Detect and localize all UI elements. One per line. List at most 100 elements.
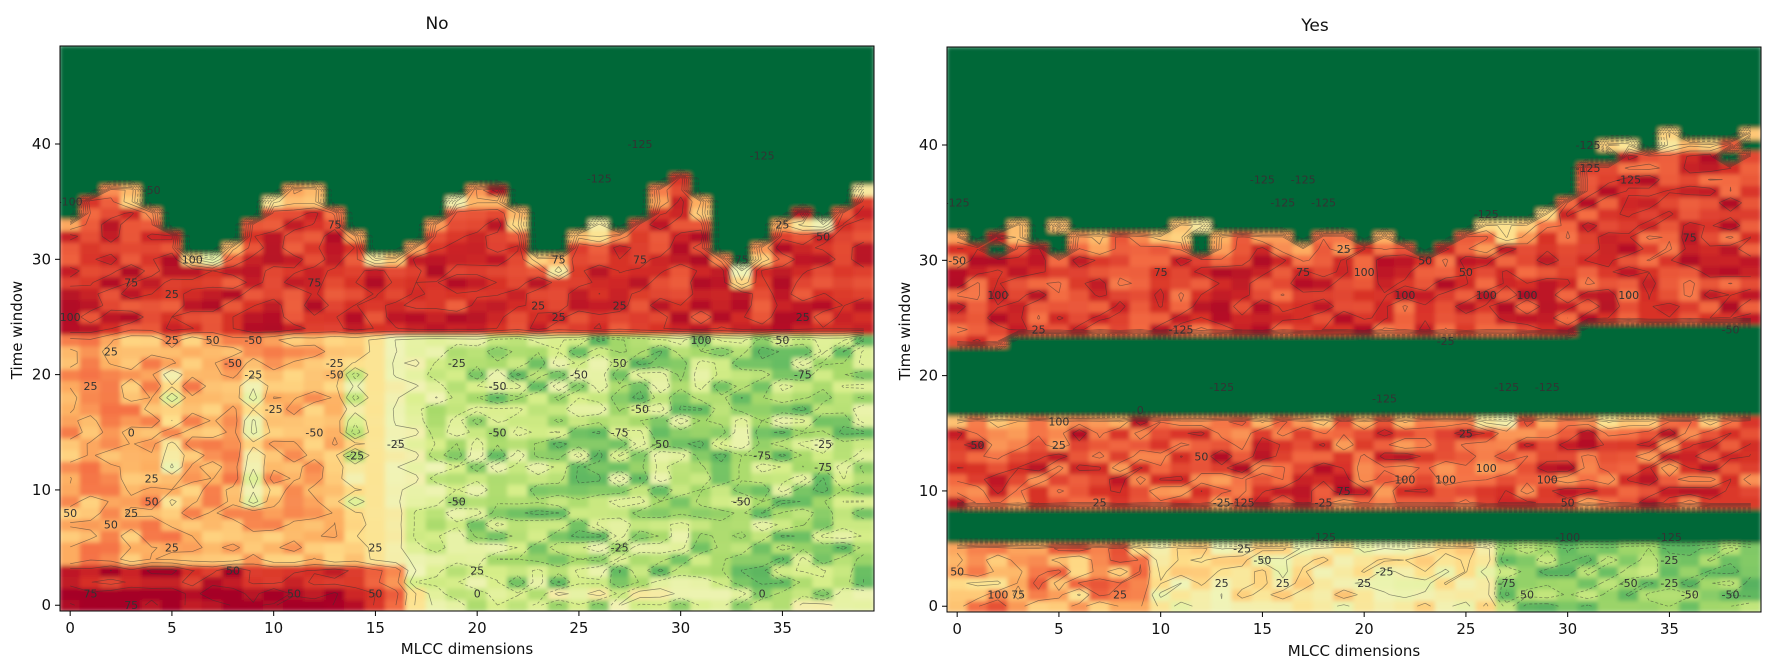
heatmap-cell: [1312, 207, 1335, 221]
heatmap-cell: [588, 425, 611, 439]
heatmap-cell: [1617, 461, 1640, 475]
heatmap-cell: [1394, 57, 1416, 71]
heatmap-cell: [1577, 115, 1599, 129]
heatmap-cell: [1027, 473, 1050, 486]
heatmap-cell: [1333, 277, 1355, 290]
heatmap-cell: [242, 91, 265, 105]
heatmap-cell: [1475, 150, 1498, 163]
heatmap-cell: [100, 287, 122, 301]
heatmap-cell: [120, 425, 142, 439]
heatmap-cell: [1251, 507, 1274, 521]
heatmap-cell: [771, 183, 794, 197]
heatmap-cell: [1129, 288, 1152, 302]
heatmap-cell: [690, 79, 712, 93]
heatmap-cell: [1312, 265, 1335, 279]
heatmap-cell: [1740, 392, 1761, 406]
heatmap-cell: [629, 437, 651, 451]
heatmap-cell: [385, 402, 407, 416]
heatmap-cell: [1149, 357, 1172, 371]
heatmap-cell: [987, 473, 1009, 486]
heatmap-cell: [1210, 288, 1233, 302]
heatmap-cell: [1455, 196, 1477, 210]
heatmap-cell: [792, 391, 814, 405]
heatmap-cell: [1190, 150, 1213, 163]
heatmap-cell: [527, 149, 549, 162]
heatmap-cell: [1577, 265, 1599, 279]
heatmap-cell: [486, 506, 509, 520]
heatmap-cell: [120, 299, 142, 312]
heatmap-cell: [1699, 553, 1721, 567]
contour-line: [69, 176, 865, 606]
heatmap-cell: [1577, 300, 1599, 313]
heatmap-cell: [283, 299, 305, 312]
heatmap-cell: [405, 137, 427, 151]
heatmap-cell: [242, 114, 265, 128]
heatmap-cell: [1353, 311, 1375, 325]
heatmap-cell: [1495, 438, 1518, 452]
heatmap-cell: [486, 137, 509, 151]
heatmap-cell: [303, 310, 326, 324]
contour-lines: [69, 168, 865, 606]
heatmap-cell: [568, 46, 590, 59]
heatmap-cell: [140, 276, 163, 289]
heatmap-cell: [771, 91, 794, 105]
heatmap-cell: [1312, 115, 1335, 129]
heatmap-cell: [1699, 530, 1721, 544]
heatmap-cell: [344, 333, 366, 347]
heatmap-cell: [1556, 150, 1579, 163]
heatmap-cell: [303, 333, 326, 347]
heatmap-cell: [1455, 553, 1477, 567]
heatmap-cell: [405, 206, 427, 220]
heatmap-cell: [1272, 127, 1294, 140]
heatmap-cell: [486, 114, 509, 128]
heatmap-cell: [1658, 150, 1681, 163]
heatmap-cell: [629, 310, 651, 324]
heatmap-cell: [242, 564, 265, 578]
heatmap-cell: [405, 379, 427, 393]
heatmap-cell: [1210, 253, 1233, 267]
heatmap-cell: [710, 575, 733, 589]
heatmap-cell: [466, 160, 488, 174]
heatmap-cell: [344, 391, 366, 405]
heatmap-cell: [629, 276, 651, 289]
heatmap-cell: [1556, 277, 1579, 290]
heatmap-cell: [947, 57, 968, 71]
heatmap-cell: [323, 241, 346, 255]
heatmap-cell: [323, 391, 346, 405]
heatmap-cell: [1414, 599, 1436, 612]
heatmap-cell: [507, 206, 529, 220]
heatmap-cell: [201, 495, 224, 508]
heatmap-cell: [771, 68, 794, 82]
heatmap-cell: [507, 379, 529, 393]
heatmap-cell: [1048, 127, 1070, 140]
heatmap-cell: [323, 252, 346, 266]
heatmap-cell: [242, 345, 265, 358]
heatmap-cell: [1556, 392, 1579, 406]
heatmap-cell: [812, 183, 834, 197]
heatmap-cell: [966, 92, 989, 106]
heatmap-cell: [140, 345, 163, 358]
heatmap-cell: [690, 103, 712, 116]
heatmap-cell: [966, 369, 989, 382]
heatmap-cell: [730, 137, 753, 151]
heatmap-cell: [1536, 300, 1559, 313]
heatmap-cell: [649, 56, 672, 70]
heatmap-cell: [1475, 380, 1498, 394]
heatmap-cell: [832, 414, 855, 428]
heatmap-cell: [588, 575, 611, 589]
heatmap-cell: [1353, 265, 1375, 279]
heatmap-cell: [1414, 104, 1436, 117]
heatmap-cell: [771, 56, 794, 70]
heatmap-cell: [1292, 219, 1314, 233]
heatmap-cell: [1109, 449, 1131, 463]
heatmap-cell: [1210, 196, 1233, 210]
heatmap-cell: [1414, 473, 1436, 486]
heatmap-cell: [1231, 519, 1253, 532]
heatmap-cell: [100, 379, 122, 393]
heatmap-cell: [629, 518, 651, 531]
heatmap-cell: [1394, 173, 1416, 186]
heatmap-cell: [1658, 357, 1681, 371]
heatmap-cell: [1333, 461, 1355, 475]
heatmap-cell: [222, 68, 244, 82]
heatmap-cell: [100, 264, 122, 278]
